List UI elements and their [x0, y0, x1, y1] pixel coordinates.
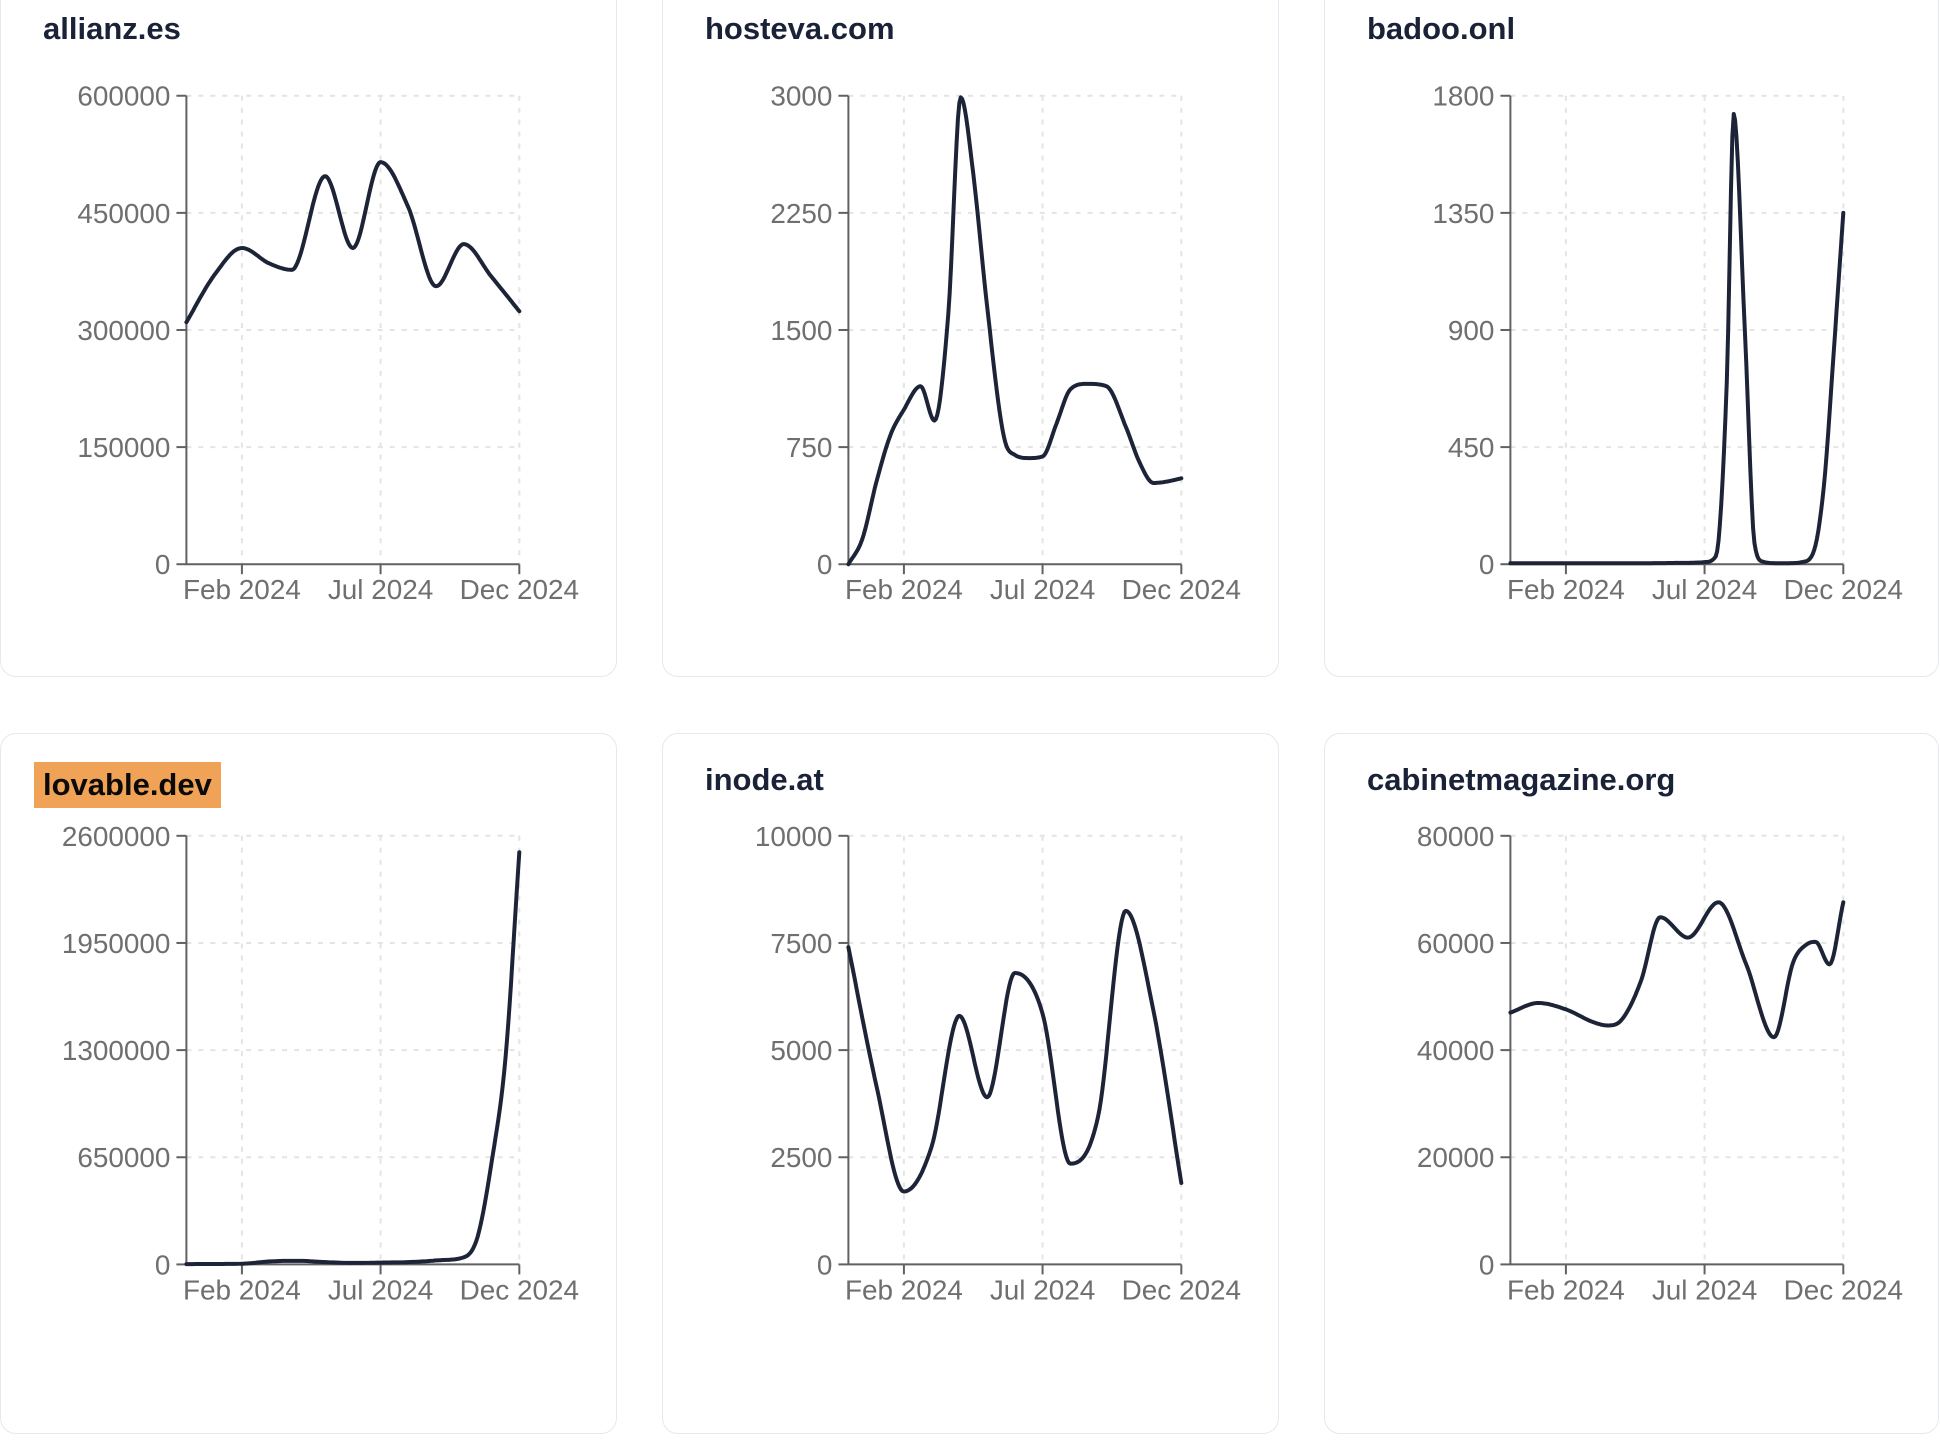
y-tick-label: 0 [817, 1249, 833, 1280]
x-tick-label: Feb 2024 [1507, 574, 1625, 605]
y-tick-label: 750 [786, 432, 833, 463]
x-tick-label: Dec 2024 [1122, 574, 1241, 605]
line-chart-svg: 0 650000 1300000 1950000 2600000 Feb 2024 Jul … [62, 821, 579, 1306]
x-tick-label: Jul 2024 [1652, 574, 1757, 605]
x-tick-label: Feb 2024 [845, 574, 963, 605]
x-tick-label: Dec 2024 [1784, 574, 1903, 605]
x-tick-label: Jul 2024 [328, 574, 433, 605]
y-tick-label: 650000 [77, 1142, 170, 1173]
gridlines [848, 94, 1183, 565]
chart-card[interactable]: hosteva.com 0 750 1500 2250 3000 Feb 2024 Jul … [662, 0, 1279, 677]
y-tick-label: 300000 [77, 315, 170, 346]
series-line [184, 850, 522, 1267]
tick-marks [176, 94, 521, 575]
x-tick-label: Feb 2024 [183, 1274, 301, 1305]
chart-card[interactable]: allianz.es 0 150000 300000 450000 600000 Feb … [0, 0, 617, 677]
chart-title: allianz.es [43, 11, 181, 46]
y-tick-label: 1300000 [62, 1035, 171, 1066]
axes [1509, 835, 1844, 1266]
tick-labels: 0 450 900 1350 1800 Feb 2024 Jul 2024 Dec 2024 [1432, 81, 1903, 605]
y-tick-label: 7500 [770, 928, 832, 959]
tick-marks [176, 834, 521, 1275]
chart-card[interactable]: inode.at 0 2500 5000 7500 10000 Feb 2024 Jul 2… [662, 733, 1279, 1434]
tick-labels: 0 650000 1300000 1950000 2600000 Feb 2024 Jul … [62, 821, 579, 1306]
chart-title-highlighted: lovable.dev [34, 762, 221, 808]
y-tick-label: 40000 [1417, 1035, 1495, 1066]
x-tick-label: Jul 2024 [1652, 1274, 1757, 1305]
x-tick-label: Feb 2024 [845, 1274, 963, 1305]
y-tick-label: 0 [1479, 1249, 1495, 1280]
line-chart-svg: 0 150000 300000 450000 600000 Feb 2024 Jul 202… [77, 81, 579, 605]
x-tick-label: Dec 2024 [1784, 1274, 1903, 1305]
gridlines [848, 834, 1183, 1265]
y-tick-label: 80000 [1417, 821, 1495, 852]
y-tick-label: 3000 [770, 81, 832, 112]
y-tick-label: 2250 [770, 198, 832, 229]
series-line [846, 908, 1184, 1194]
chart-card[interactable]: cabinetmagazine.org 0 20000 40000 60000 8000… [1324, 733, 1939, 1434]
y-tick-label: 900 [1448, 315, 1495, 346]
y-tick-label: 1950000 [62, 928, 171, 959]
y-tick-label: 2600000 [62, 821, 171, 852]
x-tick-label: Jul 2024 [990, 574, 1095, 605]
y-tick-label: 20000 [1417, 1142, 1495, 1173]
chart-title: cabinetmagazine.org [1367, 762, 1676, 797]
y-tick-label: 0 [817, 549, 833, 580]
y-tick-label: 450 [1448, 432, 1495, 463]
series-line [1508, 900, 1846, 1040]
tick-marks [838, 834, 1183, 1275]
line-chart-svg: 0 2500 5000 7500 10000 Feb 2024 Jul 2024 Dec 20… [755, 821, 1241, 1306]
y-tick-label: 0 [155, 1249, 171, 1280]
line-chart-svg: 0 450 900 1350 1800 Feb 2024 Jul 2024 Dec 2024 [1432, 81, 1903, 605]
axes [847, 835, 1182, 1266]
y-tick-label: 5000 [770, 1035, 832, 1066]
x-tick-label: Jul 2024 [328, 1274, 433, 1305]
y-tick-label: 150000 [77, 432, 170, 463]
y-tick-label: 0 [1479, 549, 1495, 580]
tick-labels: 0 150000 300000 450000 600000 Feb 2024 Jul 202… [77, 81, 579, 605]
tick-marks [838, 94, 1183, 575]
y-tick-label: 1350 [1432, 198, 1494, 229]
y-tick-label: 600000 [77, 81, 170, 112]
x-tick-label: Dec 2024 [1122, 1274, 1241, 1305]
x-tick-label: Jul 2024 [990, 1274, 1095, 1305]
gridlines [1510, 834, 1845, 1265]
chart-card[interactable]: badoo.onl 0 450 900 1350 1800 Feb 2024 Jul 202… [1324, 0, 1939, 677]
chart-title: badoo.onl [1367, 11, 1516, 46]
series-line [1508, 111, 1846, 566]
y-tick-label: 1500 [770, 315, 832, 346]
x-tick-label: Dec 2024 [460, 1274, 579, 1305]
x-tick-label: Feb 2024 [1507, 1274, 1625, 1305]
gridlines [186, 834, 521, 1265]
line-chart-svg: 0 750 1500 2250 3000 Feb 2024 Jul 2024 Dec 2024 [770, 81, 1241, 605]
tick-marks [1500, 94, 1845, 575]
tick-marks [1500, 834, 1845, 1275]
tick-labels: 0 20000 40000 60000 80000 Feb 2024 Jul 2024 Dec… [1417, 821, 1903, 1306]
gridlines [186, 94, 521, 565]
y-tick-label: 450000 [77, 198, 170, 229]
chart-title: inode.at [705, 762, 824, 797]
y-tick-label: 60000 [1417, 928, 1495, 959]
y-tick-label: 0 [155, 549, 171, 580]
gridlines [1510, 94, 1845, 565]
tick-labels: 0 750 1500 2250 3000 Feb 2024 Jul 2024 Dec 2024 [770, 81, 1241, 605]
line-chart-svg: 0 20000 40000 60000 80000 Feb 2024 Jul 2024 Dec… [1417, 821, 1903, 1306]
x-tick-label: Feb 2024 [183, 574, 301, 605]
chart-title: hosteva.com [705, 11, 895, 46]
x-tick-label: Dec 2024 [460, 574, 579, 605]
series-line [184, 160, 522, 325]
tick-labels: 0 2500 5000 7500 10000 Feb 2024 Jul 2024 Dec 20… [755, 821, 1241, 1306]
y-tick-label: 10000 [755, 821, 833, 852]
chart-card[interactable]: lovable.dev 0 650000 1300000 1950000 2600000… [0, 733, 617, 1434]
y-tick-label: 1800 [1432, 81, 1494, 112]
series-line [846, 95, 1184, 567]
y-tick-label: 2500 [770, 1142, 832, 1173]
